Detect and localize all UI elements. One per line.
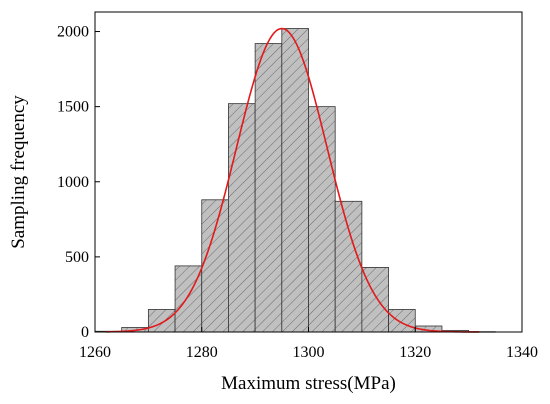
histogram-bar-9 — [334, 200, 363, 333]
x-tick-label: 1340 — [506, 344, 538, 361]
x-tick-label: 1300 — [293, 344, 325, 361]
normal-fit-curve — [105, 27, 480, 333]
x-axis-label: Maximum stress(MPa) — [221, 373, 396, 394]
y-axis-label: Sampling frequency — [8, 95, 29, 249]
histogram-bar-8 — [308, 106, 336, 333]
histogram-bar-7 — [281, 28, 309, 333]
y-tick-label: 1500 — [57, 99, 89, 116]
x-axis-ticks: 1260 1280 1300 1320 1340 — [79, 327, 538, 361]
histogram-bar-11 — [388, 309, 416, 333]
y-axis-ticks: 0 500 1000 1500 2000 — [57, 24, 100, 341]
y-tick-label: 500 — [65, 249, 89, 266]
x-tick-label: 1320 — [399, 344, 431, 361]
histogram-bar-2 — [147, 309, 176, 333]
bars-group — [94, 28, 496, 333]
y-tick-label: 0 — [81, 324, 89, 341]
fit-curve-group — [105, 27, 480, 333]
histogram-bar-4 — [201, 199, 229, 333]
histogram-bar-5 — [228, 103, 256, 333]
histogram-bar-6 — [254, 43, 283, 333]
y-tick-label: 1000 — [57, 174, 89, 191]
y-tick-label: 2000 — [57, 24, 89, 41]
x-tick-label: 1260 — [79, 344, 111, 361]
x-tick-label: 1280 — [186, 344, 218, 361]
